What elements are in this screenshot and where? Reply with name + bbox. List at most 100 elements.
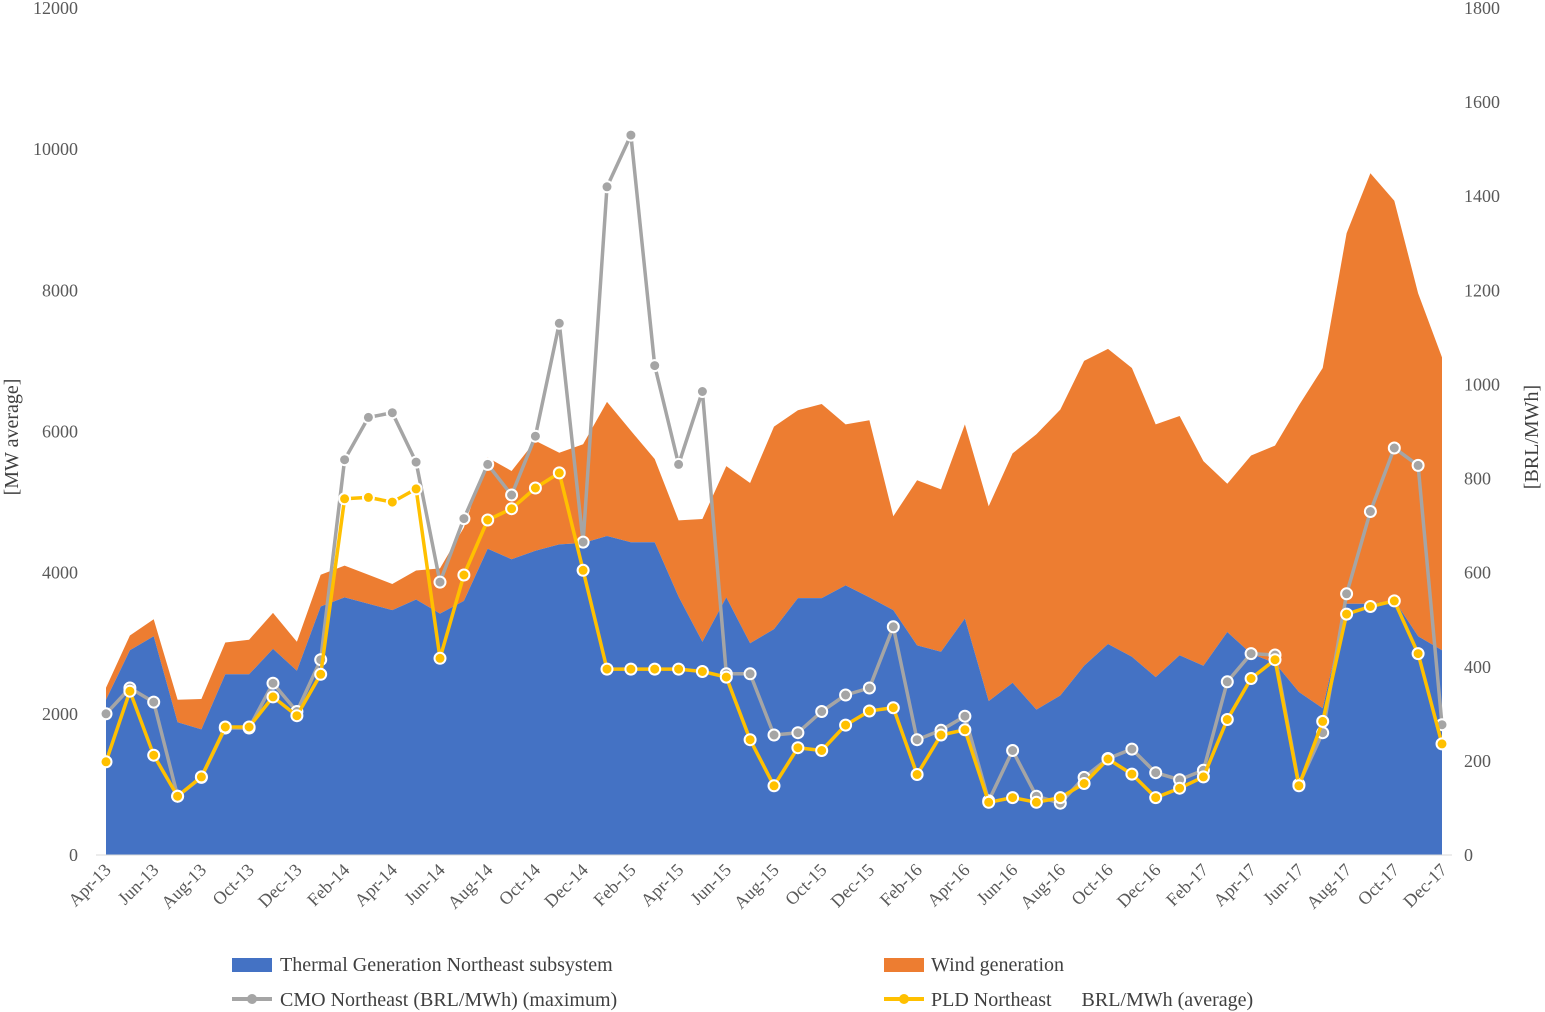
- cmo-point: [958, 709, 972, 723]
- cmo-point: [409, 455, 423, 469]
- cmo-point: [147, 695, 161, 709]
- x-tick-label: Apr-14: [350, 860, 401, 911]
- x-tick-label: Feb-16: [876, 860, 926, 910]
- x-tick-label: Dec-17: [1399, 860, 1451, 912]
- x-tick-label: Apr-13: [64, 860, 115, 911]
- cmo-point: [99, 707, 113, 721]
- pld-point: [171, 789, 185, 803]
- x-tick-label: Aug-13: [157, 860, 210, 913]
- y-right-tick-label: 1400: [1464, 186, 1500, 206]
- y-left-tick-label: 12000: [33, 0, 78, 18]
- x-tick-label: Jun-13: [114, 860, 163, 909]
- x-tick-label: Feb-17: [1162, 860, 1212, 910]
- legend-label-cmo: CMO Northeast (BRL/MWh) (maximum): [280, 989, 617, 1011]
- pld-point: [457, 568, 471, 582]
- pld-point: [481, 513, 495, 527]
- pld-point: [695, 665, 709, 678]
- pld-point: [1077, 777, 1091, 790]
- cmo-point: [648, 359, 662, 373]
- pld-point: [1363, 600, 1377, 613]
- y-right-tick-label: 600: [1464, 563, 1491, 583]
- area-layer: [106, 173, 1442, 855]
- pld-point: [552, 466, 566, 480]
- pld-point: [982, 795, 996, 809]
- cmo-point: [433, 575, 447, 589]
- x-tick-label: Oct-16: [1067, 860, 1116, 909]
- cmo-point: [1220, 675, 1234, 689]
- cmo-point: [361, 410, 375, 424]
- pld-point: [958, 723, 972, 737]
- pld-point: [600, 662, 614, 676]
- cmo-point: [791, 726, 805, 740]
- pld-point: [1316, 714, 1330, 728]
- y-left-tick-label: 2000: [42, 704, 78, 724]
- cmo-point: [266, 676, 280, 690]
- x-tick-label: Aug-14: [444, 860, 497, 913]
- x-tick-label: Dec-16: [1113, 860, 1165, 912]
- pld-point: [1006, 791, 1020, 805]
- pld-point: [1173, 781, 1187, 795]
- y-left-axis-title: [MW average]: [1, 379, 23, 496]
- y-left-tick-label: 6000: [42, 422, 78, 442]
- cmo-point: [1244, 647, 1258, 661]
- x-tick-label: Dec-14: [540, 860, 592, 912]
- pld-point: [1411, 647, 1425, 661]
- cmo-point: [1340, 587, 1354, 601]
- y-left-tick-label: 8000: [42, 280, 78, 300]
- pld-point: [743, 733, 757, 747]
- cmo-point: [600, 180, 614, 194]
- pld-point: [218, 720, 232, 734]
- x-tick-label: Dec-13: [254, 860, 306, 912]
- cmo-point: [1125, 742, 1139, 756]
- pld-point: [719, 670, 733, 684]
- pld-point: [194, 770, 208, 784]
- cmo-point: [624, 128, 638, 142]
- pld-point: [338, 492, 352, 506]
- legend-marker-pld: [899, 994, 909, 1004]
- x-tick-label: Aug-15: [730, 860, 783, 913]
- pld-point: [385, 495, 399, 509]
- legend-swatch-thermal: [232, 958, 272, 972]
- x-tick-label: Feb-14: [303, 860, 353, 910]
- cmo-point: [672, 457, 686, 471]
- pld-point: [99, 755, 113, 769]
- y-right-tick-label: 0: [1464, 845, 1473, 865]
- cmo-point: [576, 535, 590, 549]
- pld-point: [242, 720, 256, 734]
- cmo-point: [552, 316, 566, 330]
- pld-point: [910, 768, 924, 781]
- cmo-point: [886, 620, 900, 634]
- pld-point: [409, 482, 423, 496]
- x-tick-label: Jun-16: [973, 860, 1022, 909]
- x-tick-label: Jun-15: [686, 860, 735, 909]
- pld-point: [624, 662, 638, 676]
- pld-point: [839, 718, 853, 732]
- y-right-tick-label: 200: [1464, 751, 1491, 771]
- legend-label-pld: PLD Northeast BRL/MWh (average): [931, 989, 1253, 1011]
- cmo-point: [505, 488, 519, 502]
- pld-point: [1244, 672, 1258, 685]
- pld-point: [576, 563, 590, 577]
- pld-point: [1268, 653, 1282, 667]
- x-tick-label: Aug-16: [1016, 860, 1069, 913]
- pld-point: [123, 684, 137, 698]
- wind-generation-area: [106, 173, 1442, 730]
- pld-point: [791, 741, 805, 755]
- cmo-point: [910, 733, 924, 747]
- cmo-point: [385, 406, 399, 420]
- y-right-tick-label: 1000: [1464, 374, 1500, 394]
- cmo-point: [1149, 766, 1163, 780]
- pld-point: [1292, 779, 1306, 793]
- cmo-point: [528, 429, 542, 443]
- x-tick-label: Oct-14: [495, 860, 544, 909]
- pld-point: [266, 690, 280, 704]
- pld-point: [314, 667, 328, 681]
- pld-point: [648, 662, 662, 676]
- legend: Thermal Generation Northeast subsystem W…: [232, 954, 1253, 1011]
- legend-label-thermal: Thermal Generation Northeast subsystem: [280, 954, 613, 976]
- x-tick-label: Jun-14: [400, 860, 449, 909]
- pld-point: [1220, 713, 1234, 726]
- pld-point: [1196, 770, 1210, 784]
- cmo-point: [457, 512, 471, 526]
- pld-point: [1340, 607, 1354, 621]
